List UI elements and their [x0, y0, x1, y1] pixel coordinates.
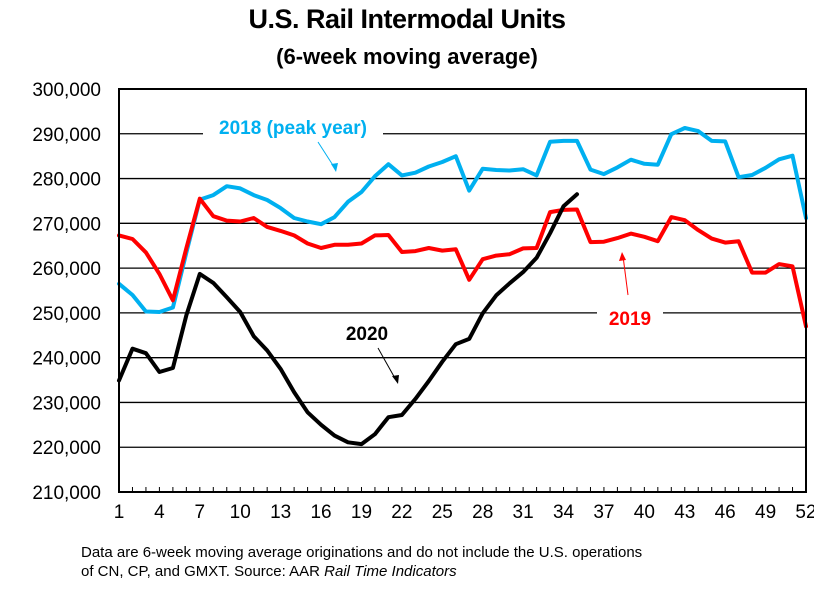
y-tick-label: 250,000	[32, 304, 101, 325]
annotation-2019: 2019	[609, 309, 651, 330]
arrow-2019	[622, 255, 629, 296]
x-tick-label: 10	[230, 502, 251, 523]
x-tick-label: 31	[513, 502, 534, 523]
series-line-2020	[117, 192, 579, 447]
y-tick-label: 260,000	[32, 259, 101, 280]
y-tick-label: 230,000	[32, 393, 101, 414]
chart-title: U.S. Rail Intermodal Units	[248, 4, 566, 34]
x-tick-label: 19	[351, 502, 372, 523]
footnote-source: of CN, CP, and GMXT. Source: AAR	[81, 563, 325, 580]
label-bg	[335, 320, 399, 346]
x-tick-label: 46	[715, 502, 736, 523]
x-tick-label: 43	[674, 502, 695, 523]
x-tick-label: 34	[553, 502, 575, 523]
x-tick-label: 13	[270, 502, 291, 523]
annotations: 2018 (peak year) 2019 2020	[203, 115, 663, 384]
y-axis-tick-labels: 210,000 220,000 230,000 240,000 250,000 260,0…	[32, 80, 101, 504]
x-axis-tick-labels: 1 4 7 10 13 16 19 22 25 28 31 34 37 40 43 46 49 52	[114, 502, 814, 523]
y-tick-label: 270,000	[32, 214, 101, 235]
label-bg	[597, 305, 663, 331]
x-tick-label: 1	[114, 502, 125, 523]
chart-subtitle: (6-week moving average)	[276, 44, 538, 69]
y-tick-label: 220,000	[32, 438, 101, 459]
x-tick-label: 37	[593, 502, 614, 523]
y-tick-label: 210,000	[32, 483, 101, 504]
x-tick-label: 4	[154, 502, 165, 523]
x-tick-label: 7	[195, 502, 206, 523]
footnote-line-2: of CN, CP, and GMXT. Source: AAR Rail Ti…	[81, 562, 457, 581]
annotation-2020: 2020	[346, 324, 388, 345]
x-tick-label: 40	[634, 502, 655, 523]
annotation-2018: 2018 (peak year)	[219, 118, 367, 139]
footnote-line-1: Data are 6-week moving average originati…	[81, 544, 643, 561]
y-tick-label: 290,000	[32, 125, 101, 146]
series-lines	[117, 126, 808, 447]
x-tick-label: 16	[310, 502, 331, 523]
y-tick-label: 280,000	[32, 170, 101, 191]
x-tick-label: 25	[432, 502, 453, 523]
x-tick-label: 52	[795, 502, 814, 523]
y-tick-label: 240,000	[32, 349, 101, 370]
series-line-2019	[117, 196, 808, 329]
arrow-2020	[377, 347, 397, 381]
plot-frame	[118, 88, 807, 493]
y-tick-label: 300,000	[32, 80, 101, 101]
x-tick-label: 49	[755, 502, 776, 523]
x-tick-label: 28	[472, 502, 493, 523]
label-bg	[203, 115, 383, 141]
footnote-source-title: Rail Time Indicators	[324, 563, 457, 580]
series-line-2018	[117, 126, 808, 314]
x-tick-label: 22	[391, 502, 412, 523]
arrowhead-2020	[392, 375, 399, 384]
arrowhead-2018	[331, 163, 338, 172]
arrowhead-2019	[619, 252, 626, 261]
